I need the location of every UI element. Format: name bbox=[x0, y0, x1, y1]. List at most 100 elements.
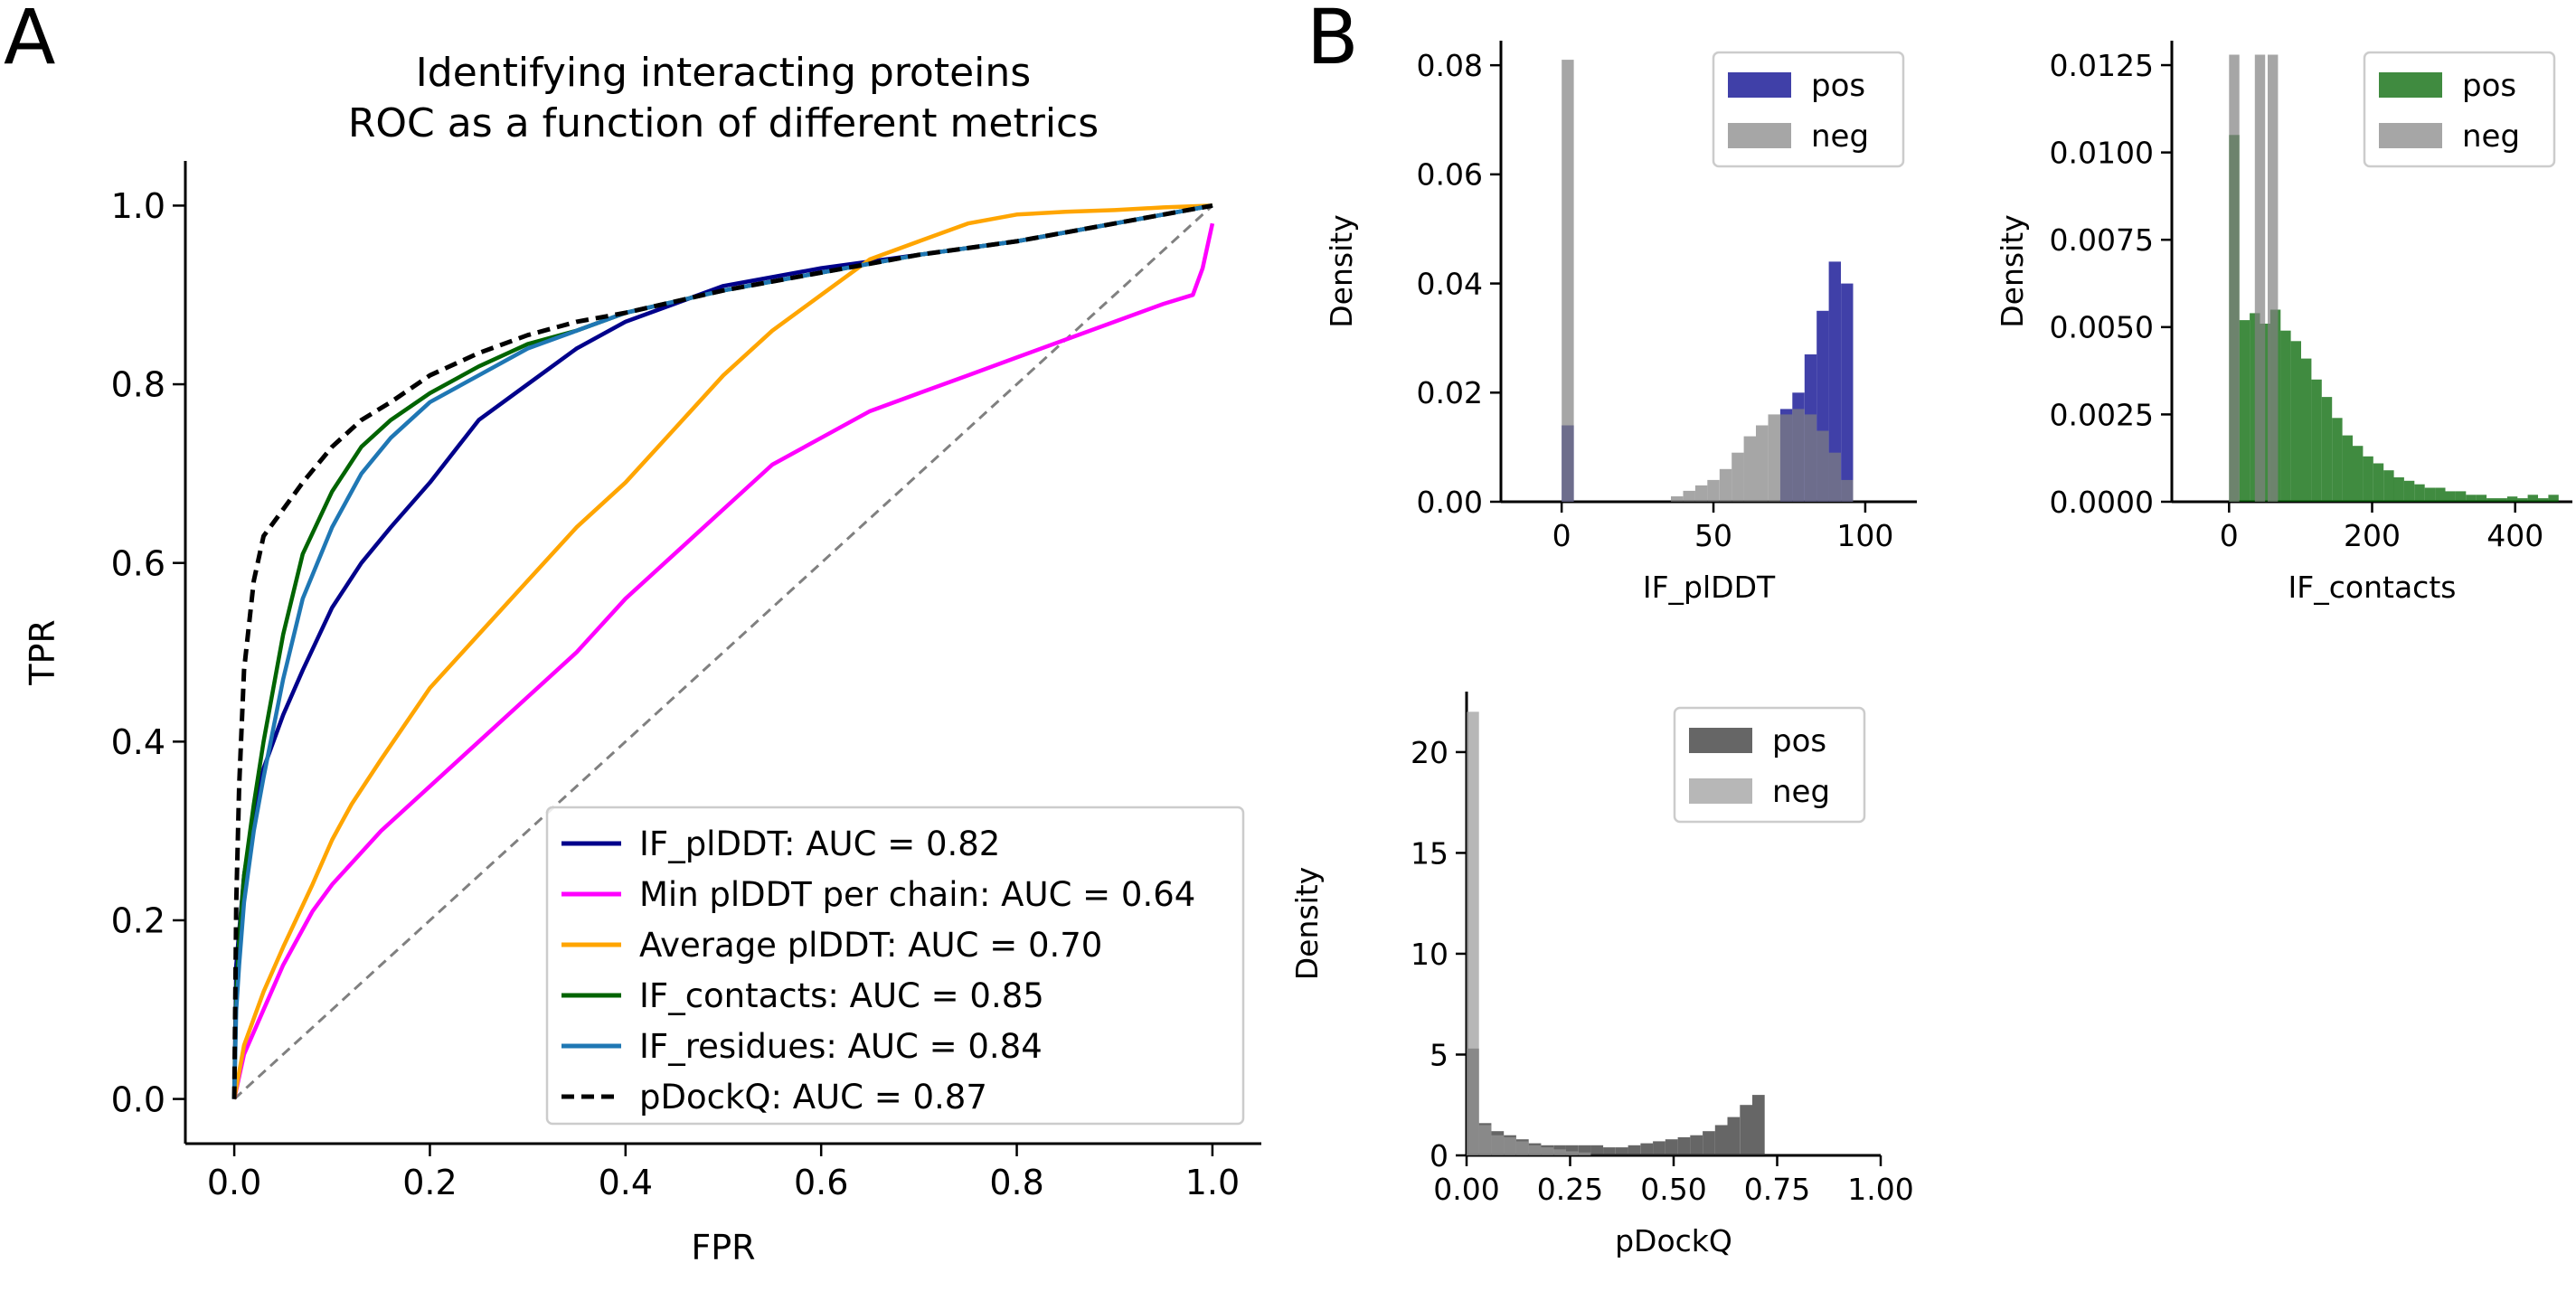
histogram-bar bbox=[1792, 409, 1805, 502]
y-tick-label: 0.6 bbox=[111, 543, 165, 583]
legend-swatch bbox=[1728, 72, 1791, 98]
y-tick-label: 0.08 bbox=[1417, 48, 1483, 83]
histogram-bar bbox=[2383, 470, 2394, 502]
y-tick-label: 0.04 bbox=[1417, 266, 1483, 301]
histogram-bar bbox=[1727, 1117, 1741, 1155]
histogram-bar bbox=[2496, 498, 2507, 502]
x-tick-label: 0.00 bbox=[1433, 1172, 1499, 1207]
histogram-bar bbox=[2254, 54, 2266, 502]
histogram-bar bbox=[2311, 379, 2322, 502]
histogram-bar bbox=[1804, 414, 1817, 502]
y-tick-label: 0.0050 bbox=[2050, 310, 2154, 345]
chart-title-line: Identifying interacting proteins bbox=[416, 50, 1031, 96]
histogram-bar bbox=[1828, 452, 1841, 502]
legend-label: IF_plDDT: AUC = 0.82 bbox=[639, 825, 1000, 863]
x-tick-label: 50 bbox=[1694, 518, 1732, 553]
legend-box bbox=[2363, 51, 2556, 168]
histogram-bar bbox=[2332, 418, 2343, 502]
x-tick-label: 0 bbox=[2220, 518, 2239, 553]
y-tick-label: 5 bbox=[1430, 1037, 1448, 1072]
histogram-bar bbox=[2435, 487, 2446, 502]
histogram-bar bbox=[2342, 435, 2353, 502]
y-tick-label: 0.0075 bbox=[2050, 222, 2154, 258]
histogram-bar bbox=[1677, 1136, 1691, 1155]
histogram-bar bbox=[1707, 479, 1720, 502]
histogram-bar bbox=[1671, 496, 1684, 502]
histogram-bar bbox=[1828, 261, 1841, 502]
y-axis-label: Density bbox=[1995, 214, 2030, 327]
histogram-bar bbox=[1841, 479, 1854, 502]
histogram-bar bbox=[1565, 1145, 1579, 1155]
histogram-bar bbox=[1640, 1143, 1654, 1155]
x-tick-label: 0.6 bbox=[794, 1163, 848, 1202]
x-axis-label: IF_plDDT bbox=[1643, 570, 1776, 605]
legend-label: IF_residues: AUC = 0.84 bbox=[639, 1027, 1043, 1066]
x-tick-label: 0.8 bbox=[989, 1163, 1043, 1202]
histogram-bar bbox=[1752, 1095, 1765, 1155]
histogram-bar bbox=[1541, 1147, 1554, 1155]
histogram-bar bbox=[1562, 60, 1574, 502]
histogram-bar bbox=[2321, 397, 2333, 502]
histogram-bar bbox=[2290, 341, 2301, 502]
y-axis-label: Density bbox=[1324, 214, 1359, 327]
histogram-bar bbox=[1779, 414, 1793, 502]
histogram-bar bbox=[1516, 1141, 1529, 1155]
histogram-bar bbox=[1467, 711, 1479, 1155]
x-tick-label: 1.00 bbox=[1847, 1172, 1913, 1207]
histogram-bar bbox=[1703, 1131, 1715, 1155]
x-tick-label: 1.0 bbox=[1185, 1163, 1240, 1202]
histogram-bar bbox=[1528, 1145, 1542, 1155]
histogram-bar bbox=[2268, 54, 2279, 502]
histogram-bar bbox=[1653, 1141, 1665, 1155]
histogram-bar bbox=[1491, 1135, 1505, 1155]
legend-label: pos bbox=[1772, 723, 1826, 759]
chart-title-line: ROC as a function of different metrics bbox=[348, 100, 1099, 146]
x-tick-label: 0.75 bbox=[1744, 1172, 1810, 1207]
y-tick-label: 0.8 bbox=[111, 365, 165, 405]
histogram-pdockq: 0.00 0.25 0.50 0.75 1.00 0 5 10 15 20 pDockQ Densit… bbox=[1289, 692, 1914, 1258]
histogram-bar bbox=[1590, 1145, 1604, 1155]
histogram-bar bbox=[1683, 490, 1695, 502]
histogram-bar bbox=[1578, 1145, 1591, 1155]
legend-label: pDockQ: AUC = 0.87 bbox=[639, 1078, 987, 1117]
histogram-bar bbox=[2373, 463, 2384, 502]
legend-swatch bbox=[2379, 123, 2442, 148]
histogram-bar bbox=[1615, 1147, 1628, 1155]
histogram-bar bbox=[1719, 468, 1732, 502]
legend-label: pos bbox=[2462, 68, 2516, 104]
y-tick-label: 15 bbox=[1411, 835, 1448, 871]
y-tick-label: 0.06 bbox=[1417, 157, 1483, 193]
histogram-bar bbox=[2527, 495, 2538, 502]
histogram-bar bbox=[2301, 358, 2312, 502]
y-tick-label: 20 bbox=[1411, 735, 1448, 770]
histogram-bar bbox=[1756, 425, 1769, 502]
legend-swatch bbox=[2379, 72, 2442, 98]
histogram-bar bbox=[1478, 1125, 1492, 1155]
histogram-bar bbox=[2414, 484, 2425, 502]
histogram-bar bbox=[2424, 487, 2436, 502]
roc-series-line bbox=[231, 222, 1215, 1100]
histogram-bar bbox=[1504, 1136, 1516, 1155]
histogram-bar bbox=[1603, 1147, 1616, 1155]
legend-swatch bbox=[1728, 123, 1791, 148]
legend-swatch bbox=[1689, 728, 1752, 753]
histogram-bar bbox=[1553, 1149, 1566, 1155]
histogram-bar bbox=[1628, 1145, 1641, 1155]
x-tick-label: 0.25 bbox=[1537, 1172, 1603, 1207]
histogram-bar bbox=[1665, 1139, 1678, 1155]
histogram-bar bbox=[2363, 456, 2373, 502]
histogram-if-contacts: 0 200 400 0.0000 0.0025 0.0050 0.0075 0.0100 0.0… bbox=[1995, 41, 2572, 605]
histogram-bar bbox=[1768, 414, 1780, 502]
histogram-bar bbox=[2353, 446, 2364, 502]
histogram-bar bbox=[1578, 1152, 1591, 1155]
histogram-bar bbox=[1740, 1105, 1752, 1155]
y-tick-label: 0.02 bbox=[1417, 375, 1483, 410]
y-tick-label: 0.0025 bbox=[2050, 397, 2154, 432]
histogram-bar bbox=[1565, 1151, 1579, 1155]
x-tick-label: 0.50 bbox=[1640, 1172, 1706, 1207]
y-tick-label: 0.0125 bbox=[2050, 48, 2154, 83]
panel-label-b: B bbox=[1307, 0, 1359, 81]
roc-chart: 0.0 0.2 0.4 0.6 0.8 1.0 0.0 0.2 0.4 0.6 0.8 1.0 FPR T… bbox=[23, 50, 1261, 1267]
legend-label: IF_contacts: AUC = 0.85 bbox=[639, 976, 1044, 1015]
